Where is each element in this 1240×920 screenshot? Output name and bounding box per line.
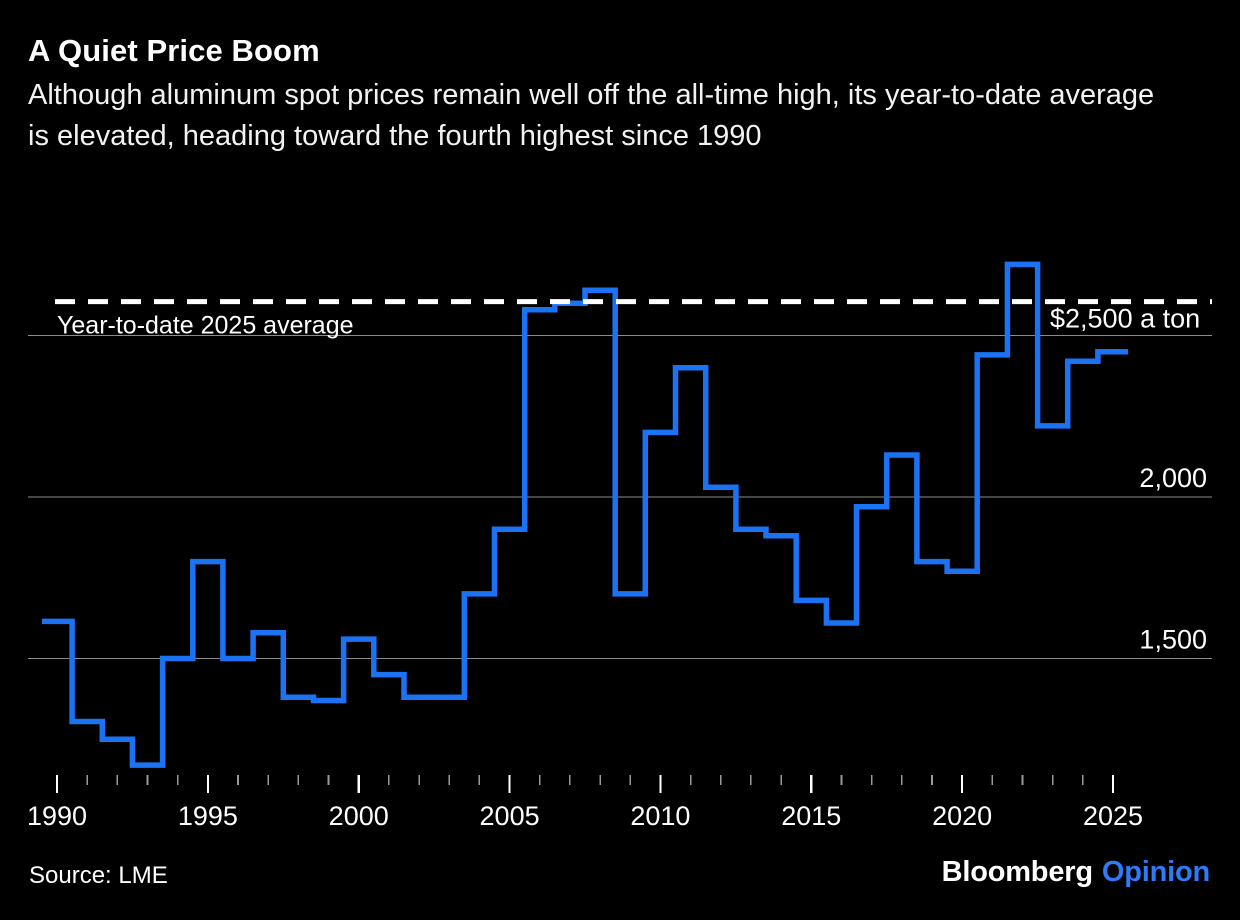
chart-plot-area: $2,500 a ton 2,000 1,500 Year-to-date 2025… (0, 230, 1240, 850)
y-axis-labels: $2,500 a ton 2,000 1,500 (1050, 304, 1207, 655)
series-step-path (41, 261, 1129, 768)
x-axis-label-2020: 2020 (932, 801, 992, 831)
ytd-average-label: Year-to-date 2025 average (57, 312, 354, 340)
brand-opinion: Opinion (1101, 856, 1210, 888)
x-axis-label-1990: 1990 (27, 801, 87, 831)
page-title: A Quiet Price Boom (28, 33, 320, 68)
x-axis-label-2010: 2010 (630, 801, 690, 831)
x-axis-label-2005: 2005 (480, 801, 540, 831)
x-axis-label-2015: 2015 (781, 801, 841, 831)
chart-footer: Source: LME Bloomberg Opinion (0, 848, 1240, 920)
x-axis-ticks (55, 775, 1115, 793)
step-chart-svg: $2,500 a ton 2,000 1,500 Year-to-date 2025… (27, 261, 1212, 831)
series-aluminum-price (41, 261, 1129, 768)
ytd-average-annotation: Year-to-date 2025 average (57, 312, 354, 340)
chart-header: A Quiet Price Boom Although aluminum spo… (28, 33, 1208, 158)
y-axis-label-2500: $2,500 a ton (1050, 304, 1200, 334)
y-axis-label-1500: 1,500 (1139, 625, 1207, 655)
y-axis-label-2000: 2,000 (1139, 463, 1207, 493)
x-axis-labels: 1990 1995 2000 2005 2010 2015 2020 2025 (27, 801, 1143, 831)
chart-subtitle: Although aluminum spot prices remain wel… (28, 78, 1155, 153)
x-axis-label-2000: 2000 (329, 801, 389, 831)
brand-bloomberg: Bloomberg (941, 856, 1093, 888)
source-note: Source: LME (29, 862, 168, 889)
x-axis-label-2025: 2025 (1083, 801, 1143, 831)
gridlines (28, 334, 1212, 660)
x-axis-label-1995: 1995 (178, 801, 238, 831)
bloomberg-opinion-logo: Bloomberg Opinion (941, 856, 1211, 889)
